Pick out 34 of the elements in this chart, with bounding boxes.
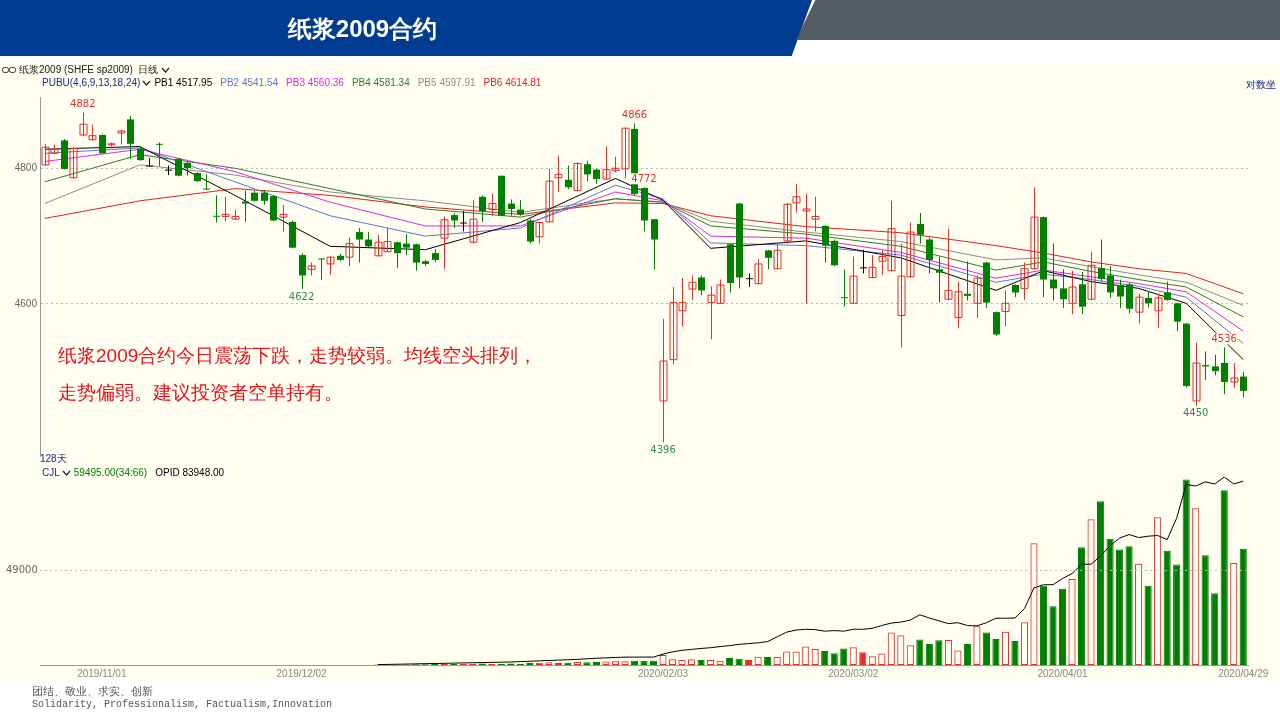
text: PB4 4581.34 — [351, 77, 410, 88]
annotation: 纸浆2009合约今日震荡下跌，走势较弱。均线空头排列， — [58, 344, 538, 368]
text: PB6 4614.81 — [483, 77, 542, 88]
text: 49000 — [6, 564, 38, 575]
annotation: 4396 — [650, 444, 676, 456]
annotation: 4882 — [70, 98, 96, 110]
x-tick-label: 2020/02/03 — [637, 667, 689, 679]
text: PB1 4517.95 — [154, 77, 213, 88]
x-tick-label: 2020/03/02 — [828, 667, 879, 679]
legend-title: CJL — [42, 467, 60, 478]
legend-title: PUBU(4,6,9,13,18,24) — [42, 77, 141, 88]
x-tick-label: 2019/11/01 — [77, 667, 127, 679]
chart-title: 纸浆2009合约 — [286, 14, 439, 44]
x-tick-label: 2019/12/02 — [276, 667, 328, 679]
annotation: 4450 — [1182, 407, 1209, 419]
x-tick-label: 2020/04/29 — [1218, 667, 1269, 679]
text: PB5 4597.91 — [417, 77, 476, 88]
text: PB3 4560.36 — [286, 77, 344, 88]
annotation: 走势偏弱。建议投资者空单持有。 — [58, 381, 343, 405]
annotation: 4622 — [288, 290, 315, 302]
chart-subtitle: 纸浆2009 (SHFE sp2009) 日线 — [19, 64, 159, 75]
annotation: 4536 — [1211, 333, 1237, 345]
text: PB2 4541.54 — [220, 77, 279, 88]
annotation: 128天 — [40, 452, 67, 466]
text: 团结、敬业、求实、创新 — [32, 684, 153, 699]
text: Solidarity, Professionalism, Factualism,Innovation — [32, 699, 333, 710]
text: 59495.00(34:66) — [73, 467, 148, 478]
text: 对数坐 — [1246, 78, 1276, 92]
y-tick-label: 4600 — [14, 297, 38, 309]
annotation: 4866 — [621, 109, 648, 121]
x-tick-label: 2020/04/01 — [1037, 667, 1088, 679]
text: OPID 83948.00 — [155, 467, 225, 478]
y-tick-label: 4800 — [14, 162, 38, 174]
annotation: 4772 — [631, 172, 657, 184]
